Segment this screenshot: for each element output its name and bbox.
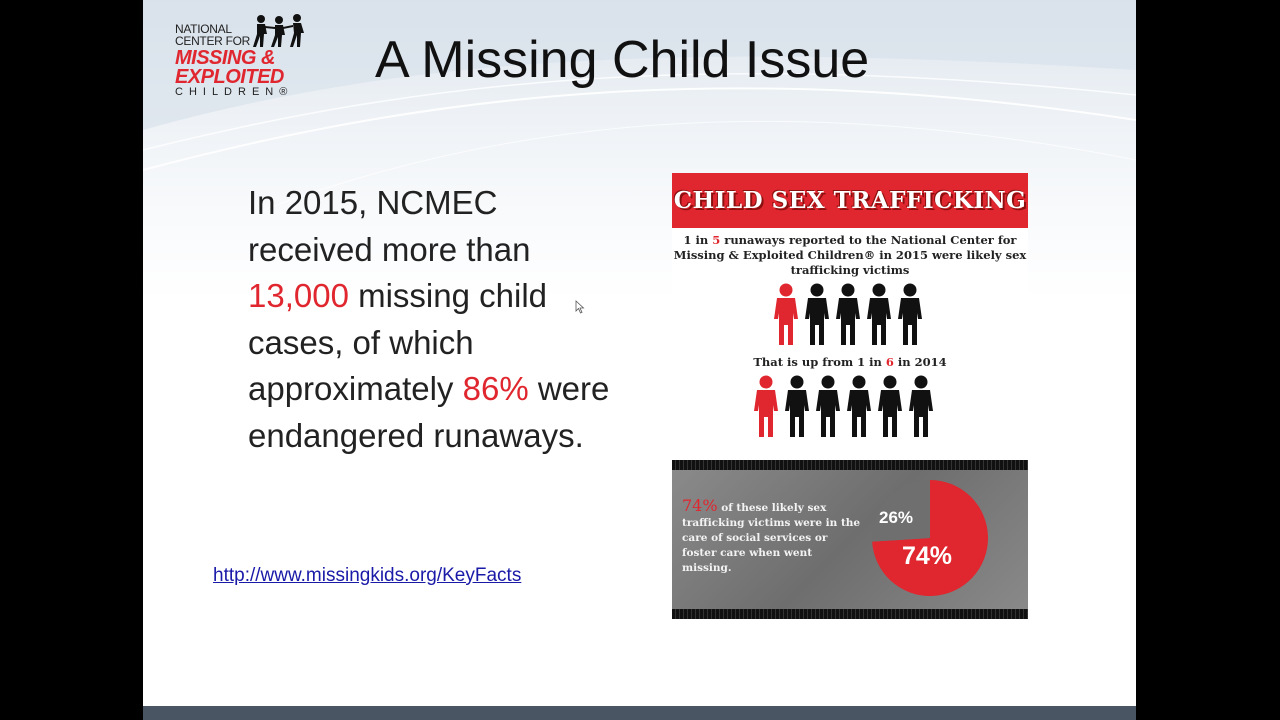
slide-title: A Missing Child Issue [375, 31, 870, 89]
logo-text-national: NATIONAL [175, 22, 232, 36]
person-figure [816, 375, 840, 437]
stat-2015: 1 in 5 runaways reported to the National… [672, 233, 1028, 278]
person-figure [847, 375, 871, 437]
person-figure-highlighted [774, 283, 798, 345]
infographic-banner: CHILD SEX TRAFFICKING [672, 173, 1028, 228]
slide-bottom-bar [143, 706, 1136, 720]
foster-care-panel: 74% of these likely sex trafficking vict… [672, 460, 1028, 619]
logo-text-children: CHILDREN® [175, 86, 294, 98]
pie-slice-26 [872, 480, 930, 542]
panel-border-top [672, 460, 1028, 470]
figures-row-2014 [754, 375, 933, 437]
slide-background-swoosh [143, 0, 1136, 211]
stat-2014-text-b: in 2014 [893, 355, 947, 369]
logo-text-center-for: CENTER FOR [175, 34, 251, 48]
pie-label-74: 74% [902, 542, 953, 570]
foster-care-pie-chart [872, 480, 988, 596]
highlight-case-count: 13,000 [248, 277, 349, 314]
person-figure [805, 283, 829, 345]
stat-2015-text-a: 1 in [683, 233, 713, 247]
foster-care-percent: 74% [682, 496, 718, 515]
stat-2015-text-b: runaways reported to the National Center… [673, 233, 1027, 277]
stat-2014-number: 6 [885, 355, 894, 369]
figures-row-2015 [774, 283, 922, 345]
body-text-part-2: missing child cases, of which approximat… [248, 277, 548, 407]
trafficking-infographic: CHILD SEX TRAFFICKING 1 in 5 runaways re… [672, 173, 1028, 619]
person-figure [836, 283, 860, 345]
foster-care-text: 74% of these likely sex trafficking vict… [682, 498, 862, 576]
pie-label-26: 26% [879, 508, 914, 527]
person-figure [898, 283, 922, 345]
keyfacts-link[interactable]: http://www.missingkids.org/KeyFacts [213, 565, 522, 586]
infographic-title: CHILD SEX TRAFFICKING [673, 187, 1027, 214]
pie-slice-74 [872, 480, 988, 596]
ncmec-logo: NATIONAL CENTER FOR MISSING & EXPLOITED … [175, 14, 325, 98]
running-children-icon [253, 14, 304, 47]
person-figure [785, 375, 809, 437]
person-figure [867, 283, 891, 345]
slide: NATIONAL CENTER FOR MISSING & EXPLOITED … [143, 0, 1136, 720]
stat-2014-text-a: That is up from 1 in [753, 355, 886, 369]
stat-2015-number: 5 [712, 233, 721, 247]
body-text-part-1: In 2015, NCMEC received more than [248, 184, 531, 268]
logo-text-exploited: EXPLOITED [175, 66, 284, 88]
person-figure [878, 375, 902, 437]
body-text-part-3: were endangered runaways. [248, 370, 610, 454]
person-figure [909, 375, 933, 437]
body-text: In 2015, NCMEC received more than 13,000… [248, 180, 628, 459]
mouse-cursor-icon [575, 300, 585, 314]
foster-care-description: of these likely sex trafficking victims … [682, 502, 861, 574]
logo-text-missing: MISSING & [175, 47, 275, 69]
person-figure-highlighted [754, 375, 778, 437]
panel-border-bottom [672, 609, 1028, 619]
highlight-percentage: 86% [462, 370, 529, 407]
stat-2014: That is up from 1 in 6 in 2014 [672, 355, 1028, 369]
